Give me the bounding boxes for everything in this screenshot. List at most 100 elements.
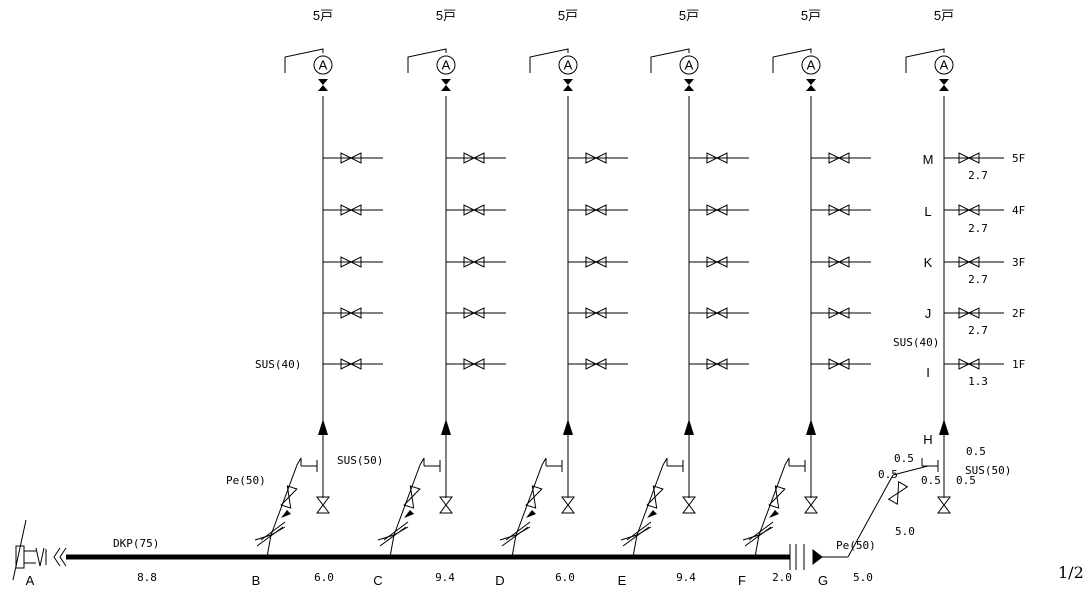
meter-symbol-label: A: [564, 58, 573, 73]
main-segment-length: 2.0: [772, 571, 792, 584]
main-node-g: G: [818, 573, 828, 588]
riser-segment-length: 2.7: [968, 169, 988, 182]
riser-households-label: 5戸: [934, 8, 954, 23]
riser-base-length: 0.5: [956, 474, 976, 487]
branch-valve-icon: [280, 485, 298, 509]
right-riser-labels: M L K J I H 5F 4F 3F 2F 1F 2.7 2.7 2.7 2.7 1.3 0.5 0.5 0.5…: [878, 152, 1025, 487]
branch-valve-icon: [646, 485, 664, 509]
flow-arrow-icon: [318, 419, 328, 435]
main-node-c: C: [373, 573, 382, 588]
riser-3: 5戸 A: [499, 8, 628, 558]
floor-label-3f: 3F: [1012, 256, 1025, 269]
main-segment-length: 6.0: [314, 571, 334, 584]
riser-households-label: 5戸: [313, 8, 333, 23]
branch-pipe-spec-right: Pe(50): [836, 539, 876, 552]
riser-branch-connection: [742, 457, 790, 558]
meter-symbol-label: A: [319, 58, 328, 73]
base-valve-icon: [439, 496, 453, 514]
floor-label-1f: 1F: [1012, 358, 1025, 371]
base-valve-icon: [316, 496, 330, 514]
floor-label-5f: 5F: [1012, 152, 1025, 165]
page-number: 1/2: [1058, 563, 1084, 582]
flow-arrow-icon: [806, 419, 816, 435]
riser-segment-length: 2.7: [968, 222, 988, 235]
main-pipe-spec: DKP(75): [113, 537, 159, 550]
riser-segment-length: 2.7: [968, 273, 988, 286]
riser-branch-connection: [620, 457, 668, 558]
riser-6: 5戸 A: [905, 8, 1004, 514]
riser-base-length: 0.5: [878, 468, 898, 481]
main-node-labels: A B C D E F G: [26, 573, 828, 588]
main-pipe-labels: DKP(75) Pe(50) SUS(40) SUS(50) Pe(50) SU…: [113, 336, 1084, 584]
branch-length-upper: 5.0: [895, 525, 915, 538]
main-segment-length: 9.4: [435, 571, 455, 584]
main-node-b: B: [252, 573, 261, 588]
riser-5: 5戸 A: [742, 8, 871, 558]
gas-meter-g: [789, 465, 929, 570]
meter-symbol-label: A: [685, 58, 694, 73]
insulating-joint-icon: [921, 457, 945, 473]
riser-node-j: J: [925, 306, 932, 321]
floor-label-4f: 4F: [1012, 204, 1025, 217]
main-segment-length: 6.0: [555, 571, 575, 584]
branch-valve-icon: [525, 485, 543, 509]
floor-label-2f: 2F: [1012, 307, 1025, 320]
riser-node-m: M: [923, 152, 934, 167]
riser-pipe-spec: SUS(40): [255, 358, 301, 371]
riser-branch-connection: [254, 457, 302, 558]
service-inlet-fitting: [12, 519, 67, 581]
meter-symbol-label: A: [442, 58, 451, 73]
riser-segment-length: 1.3: [968, 375, 988, 388]
riser-2: 5戸 A: [377, 8, 506, 558]
riser-households-label: 5戸: [436, 8, 456, 23]
branch-pipe-spec: Pe(50): [226, 474, 266, 487]
branch-valve-icon: [768, 485, 786, 509]
riser-node-l: L: [924, 204, 931, 219]
main-length-labels: 8.8 6.0 9.4 6.0 9.4 2.0: [137, 571, 792, 584]
riser-base-length: 0.5: [894, 452, 914, 465]
branch-arrow-icon: [647, 510, 657, 518]
insulating-joint-icon: [666, 457, 690, 473]
meter-symbol-label: A: [940, 58, 949, 73]
branch-risers: 5戸 A 5戸 A 5戸 A 5戸 A 5戸 A 5戸 A: [254, 8, 1004, 558]
branch-arrow-icon: [769, 510, 779, 518]
insulating-joint-icon: [423, 457, 447, 473]
flow-arrow-icon: [939, 419, 949, 435]
main-node-d: D: [495, 573, 504, 588]
base-valve-icon: [937, 496, 951, 514]
base-valve-icon: [804, 496, 818, 514]
riser-households-label: 5戸: [679, 8, 699, 23]
riser-segment-length: 2.7: [968, 324, 988, 337]
riser-node-k: K: [924, 255, 933, 270]
branch-valve-icon: [403, 485, 421, 509]
main-segment-length: 8.8: [137, 571, 157, 584]
flow-arrow-icon: [441, 419, 451, 435]
insulating-joint-icon: [300, 457, 324, 473]
riser-branch-connection: [499, 457, 547, 558]
main-node-f: F: [738, 573, 746, 588]
flow-arrow-icon: [563, 419, 573, 435]
riser-households-label: 5戸: [558, 8, 578, 23]
riser-base-length: 0.5: [966, 445, 986, 458]
base-valve-icon: [561, 496, 575, 514]
riser-4: 5戸 A: [620, 8, 749, 558]
branch-arrow-icon: [404, 510, 414, 518]
riser-base-spec: SUS(50): [337, 454, 383, 467]
main-node-e: E: [618, 573, 627, 588]
insulating-joint-icon: [545, 457, 569, 473]
base-valve-icon: [682, 496, 696, 514]
riser-branch-connection: [377, 457, 425, 558]
riser-base-spec-right: SUS(50): [965, 464, 1011, 477]
meter-symbol-label: A: [807, 58, 816, 73]
riser-node-i: I: [926, 365, 930, 380]
branch-length-lower: 5.0: [853, 571, 873, 584]
riser-base-length: 0.5: [921, 474, 941, 487]
flow-arrow-icon: [684, 419, 694, 435]
riser-1: 5戸 A: [254, 8, 383, 558]
riser-pipe-spec-right: SUS(40): [893, 336, 939, 349]
branch-arrow-icon: [281, 510, 291, 518]
branch-arrow-icon: [526, 510, 536, 518]
insulating-joint-icon: [788, 457, 812, 473]
riser-node-h: H: [923, 432, 932, 447]
